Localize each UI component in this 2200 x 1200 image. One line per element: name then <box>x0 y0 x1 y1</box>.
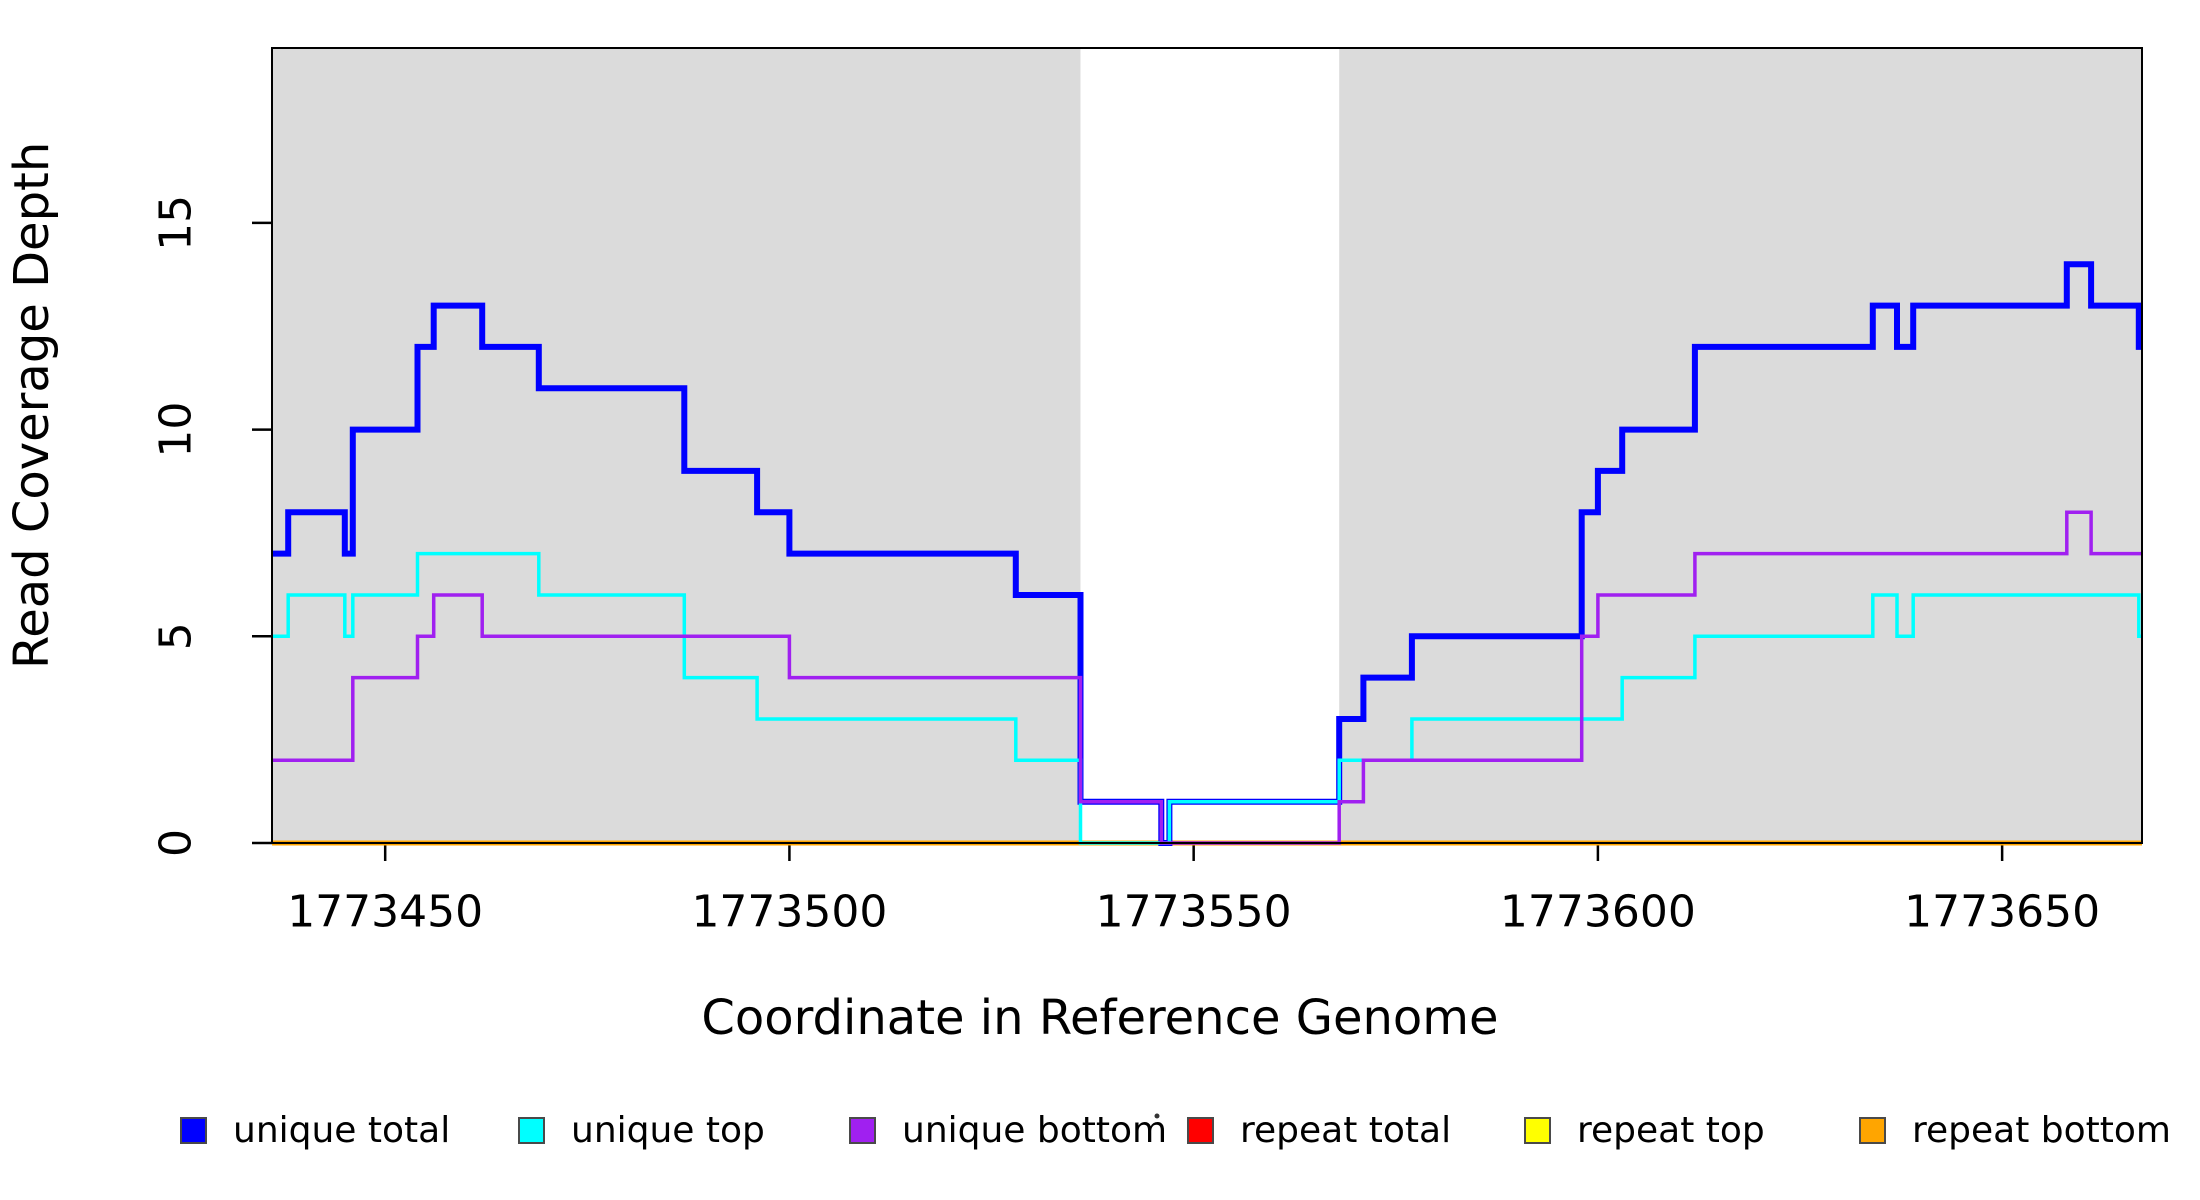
x-tick-label: 1773650 <box>1904 887 2100 938</box>
y-tick-label: 15 <box>151 195 202 251</box>
y-tick-label: 10 <box>151 402 202 458</box>
x-tick-label: 1773500 <box>691 887 887 938</box>
shaded-region-right <box>1339 48 2142 843</box>
x-tick-label: 1773550 <box>1096 887 1292 938</box>
x-tick-label: 1773450 <box>287 887 483 938</box>
stray-mark <box>1154 1113 1160 1119</box>
x-axis-title: Coordinate in Reference Genome <box>701 990 1499 1046</box>
y-tick-label: 0 <box>151 829 202 857</box>
x-tick-label: 1773600 <box>1500 887 1696 938</box>
y-tick-label: 5 <box>151 622 202 650</box>
plot-border <box>271 47 2143 844</box>
shaded-region-left <box>272 48 1081 843</box>
y-axis-title: Read Coverage Depth <box>4 141 60 669</box>
